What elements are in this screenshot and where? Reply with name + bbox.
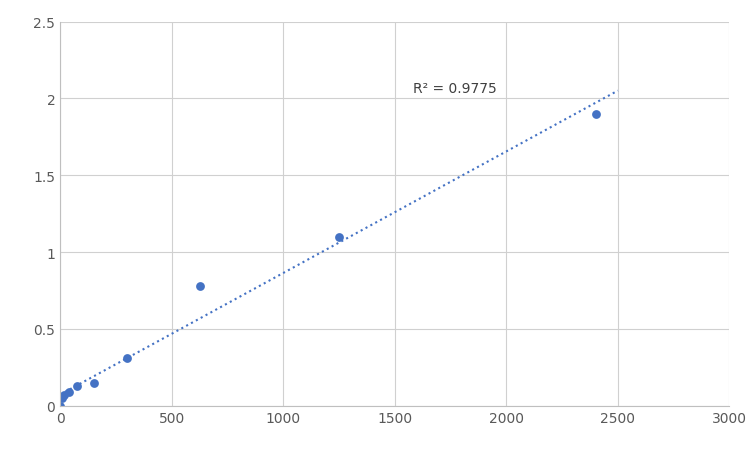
Point (59, 391, 71, 399)
Point (62, 388, 74, 396)
Text: R² = 0.9775: R² = 0.9775 (413, 82, 496, 96)
Point (333, 234, 345, 241)
Point (590, 111, 602, 118)
Point (71, 382, 83, 390)
Point (87, 379, 99, 387)
Point (56, 395, 68, 402)
Point (54, 402, 66, 410)
Point (121, 355, 133, 362)
Point (193, 283, 205, 290)
